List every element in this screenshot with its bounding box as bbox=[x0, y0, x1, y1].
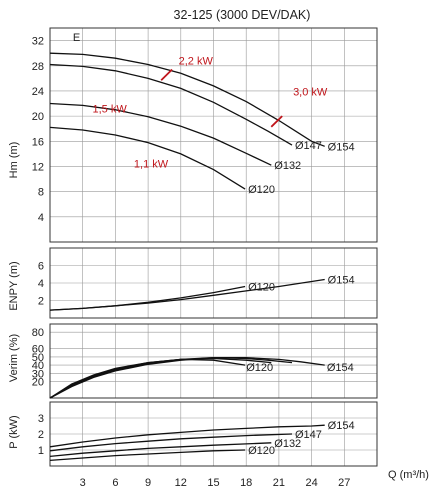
npsh-curve-154 bbox=[49, 278, 325, 311]
motor-power-label: 2,2 kW bbox=[179, 56, 214, 68]
motor-power-marker bbox=[270, 115, 283, 128]
x-tick-label: 27 bbox=[338, 477, 350, 489]
head-curve-132 bbox=[49, 102, 272, 166]
motor-power-label: 3,0 kW bbox=[293, 86, 328, 98]
power-curve-132 bbox=[49, 442, 272, 458]
y-tick-label-head: 20 bbox=[32, 111, 44, 123]
curve-layer bbox=[49, 52, 325, 462]
chart-title: 32-125 (3000 DEV/DAK) bbox=[174, 8, 311, 22]
motor-power-marker bbox=[160, 68, 173, 81]
y-tick-label-head: 32 bbox=[32, 36, 44, 48]
head-curve-label-147: Ø147 bbox=[295, 140, 322, 152]
efficiency-curve-154 bbox=[49, 357, 325, 399]
head-curve-label-120: Ø120 bbox=[248, 184, 275, 196]
grid-layer bbox=[49, 27, 378, 467]
y-axis-label-efficiency: Verim (%) bbox=[8, 334, 20, 382]
y-tick-label-power: 2 bbox=[38, 429, 44, 441]
motor-power-label: 1,5 kW bbox=[93, 103, 128, 115]
power-curve-120 bbox=[49, 449, 246, 462]
head-curve-147 bbox=[49, 63, 293, 146]
power-curve-label-120: Ø120 bbox=[248, 445, 275, 457]
power-curve-154 bbox=[49, 424, 325, 448]
y-tick-label-head: 24 bbox=[32, 86, 44, 98]
y-tick-label-npsh: 6 bbox=[38, 261, 44, 273]
motor-power-label: 1,1 kW bbox=[134, 159, 169, 171]
y-tick-label-head: 4 bbox=[38, 212, 44, 224]
y-tick-label-head: 8 bbox=[38, 187, 44, 199]
x-tick-label: 3 bbox=[80, 477, 86, 489]
power-curve-147 bbox=[49, 433, 293, 452]
npsh-curve-label-154: Ø154 bbox=[328, 275, 355, 287]
x-tick-label: 21 bbox=[273, 477, 285, 489]
y-axis-label-head: Hm (m) bbox=[8, 142, 20, 179]
x-tick-label: 9 bbox=[145, 477, 151, 489]
y-tick-label-npsh: 4 bbox=[38, 278, 44, 290]
x-tick-label: 15 bbox=[207, 477, 219, 489]
y-tick-label-head: 16 bbox=[32, 136, 44, 148]
y-tick-label-head: 28 bbox=[32, 61, 44, 73]
y-tick-label-efficiency: 20 bbox=[32, 377, 44, 389]
head-curve-120 bbox=[49, 126, 246, 190]
x-tick-label: 12 bbox=[175, 477, 187, 489]
y-tick-label-power: 3 bbox=[38, 413, 44, 425]
power-curve-label-132: Ø132 bbox=[274, 438, 301, 450]
efficiency-curve-120 bbox=[49, 358, 246, 399]
npsh-curve-label-120: Ø120 bbox=[248, 282, 275, 294]
head-curve-154 bbox=[49, 52, 325, 147]
x-tick-label: 18 bbox=[240, 477, 252, 489]
head-curve-label-154: Ø154 bbox=[328, 141, 355, 153]
y-tick-label-efficiency: 50 bbox=[32, 352, 44, 364]
efficiency-curve-label-154: Ø154 bbox=[327, 362, 354, 374]
panel-marker-label: E bbox=[73, 32, 80, 44]
y-tick-label-npsh: 2 bbox=[38, 296, 44, 308]
y-tick-label-efficiency: 80 bbox=[32, 327, 44, 339]
panel-frame-power bbox=[49, 401, 378, 467]
panel-frame-head bbox=[49, 27, 378, 243]
y-axis-label-power: P (kW) bbox=[8, 415, 20, 448]
head-curve-label-132: Ø132 bbox=[274, 160, 301, 172]
x-axis-label: Q (m³/h) bbox=[388, 469, 429, 481]
y-tick-label-head: 12 bbox=[32, 161, 44, 173]
y-tick-label-power: 1 bbox=[38, 445, 44, 457]
panel-frame-npsh bbox=[49, 247, 378, 319]
power-curve-label-154: Ø154 bbox=[328, 420, 355, 432]
panel-frame-efficiency bbox=[49, 323, 378, 399]
y-tick-label-efficiency: 30 bbox=[32, 368, 44, 380]
x-tick-label: 6 bbox=[112, 477, 118, 489]
efficiency-curve-label-120: Ø120 bbox=[246, 362, 273, 374]
x-tick-label: 24 bbox=[305, 477, 317, 489]
y-tick-label-efficiency: 60 bbox=[32, 344, 44, 356]
npsh-curve-120 bbox=[49, 285, 246, 311]
y-axis-label-npsh: ENPY (m) bbox=[8, 261, 20, 310]
y-tick-label-efficiency: 40 bbox=[32, 360, 44, 372]
power-curve-label-147: Ø147 bbox=[295, 429, 322, 441]
